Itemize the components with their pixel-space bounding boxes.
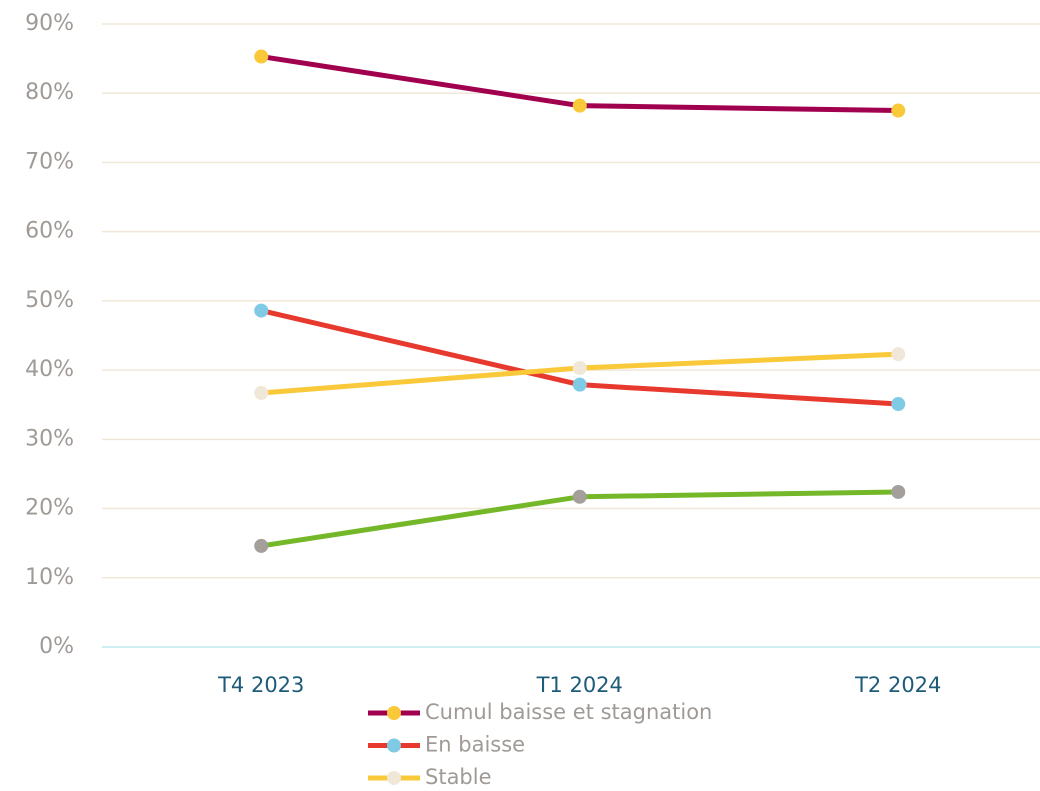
point	[254, 303, 269, 318]
legend-label: Cumul baisse et stagnation	[425, 700, 712, 724]
y-tick-label: 40%	[25, 357, 74, 382]
y-tick-label: 80%	[25, 80, 74, 105]
y-tick-label: 90%	[25, 11, 74, 36]
y-tick-label: 30%	[25, 426, 74, 451]
y-tick-label: 60%	[25, 219, 74, 244]
y-tick-label: 50%	[25, 288, 74, 313]
point	[254, 49, 269, 64]
y-tick-label: 20%	[25, 496, 74, 521]
point	[891, 484, 906, 499]
point	[254, 538, 269, 553]
legend-marker	[387, 706, 401, 720]
point	[572, 377, 587, 392]
y-tick-label: 10%	[25, 565, 74, 590]
point	[891, 347, 906, 362]
legend-marker	[387, 738, 401, 753]
legend-label: Stable	[425, 765, 492, 789]
point	[572, 98, 587, 113]
x-tick-label: T4 2023	[217, 673, 304, 697]
point	[572, 361, 587, 376]
x-tick-label: T1 2024	[536, 673, 623, 697]
point	[572, 489, 587, 504]
point	[891, 397, 906, 412]
legend-label: En baisse	[425, 733, 525, 757]
x-tick-label: T2 2024	[854, 673, 941, 697]
y-tick-label: 0%	[39, 634, 74, 659]
y-tick-label: 70%	[25, 149, 74, 174]
legend-marker	[387, 771, 401, 785]
point	[891, 103, 906, 118]
point	[254, 385, 269, 400]
